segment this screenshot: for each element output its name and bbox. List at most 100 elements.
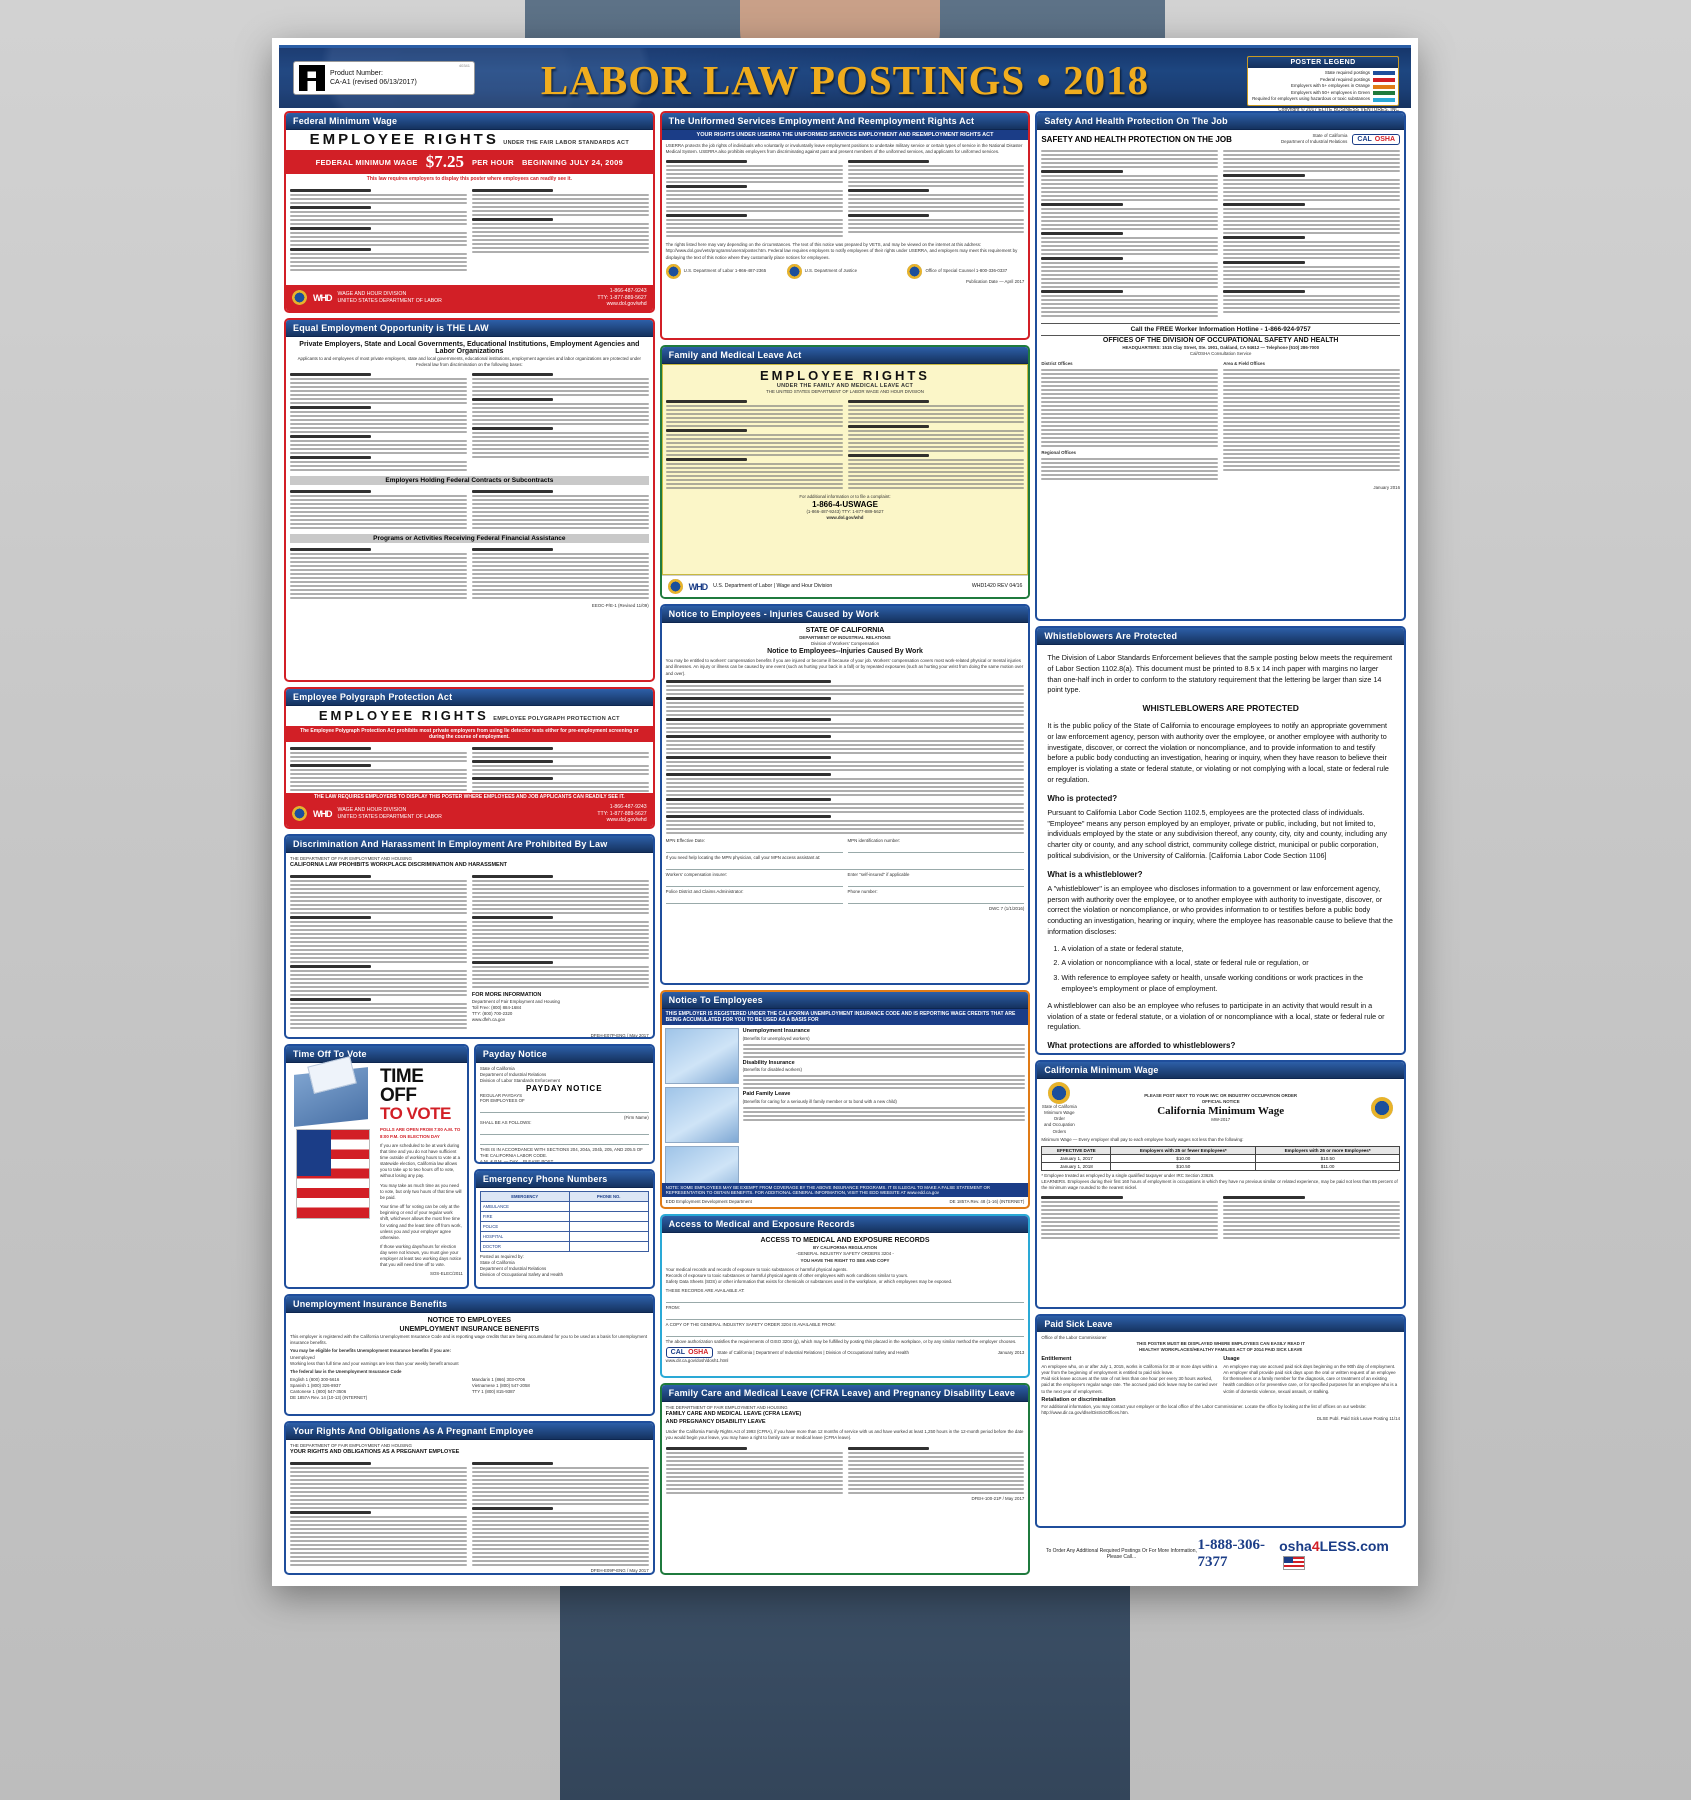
vote-point-3: Your time off for voting can be only at … <box>380 1204 462 1240</box>
amer-foot: The above authorization satisfies the re… <box>665 1339 1017 1345</box>
osha-hotline[interactable]: Call the FREE Worker Information Hotline… <box>1041 323 1401 337</box>
ui-bullet-2: Working less than full time and your ear… <box>290 1360 459 1366</box>
fmla-phone[interactable]: 1-866-4-USWAGE <box>812 500 878 510</box>
agency-tty: TTY: 1-877-889-5627 <box>597 810 647 817</box>
osha4less-logo[interactable]: osha4LESS.com <box>1279 1538 1396 1571</box>
cfra-revision: DFEH-100-21P / May 2017 <box>971 1495 1025 1501</box>
ui-intro: This employer is registered with the Cal… <box>290 1334 648 1346</box>
ui-office-6[interactable]: TTY 1 (800) 815-9387 <box>471 1389 515 1395</box>
agency-web[interactable]: www.dol.gov/whd <box>606 817 647 824</box>
amer-web[interactable]: www.dir.ca.gov/dosh/dosh1.html <box>665 1358 729 1364</box>
userra-agency-3: Office of Special Counsel 1-800-336-0337 <box>925 268 1008 274</box>
edd-photo-disability <box>664 1087 739 1144</box>
us-flag-icon <box>1283 1556 1306 1571</box>
panel-title: Family Care and Medical Leave (CFRA Leav… <box>661 1385 1029 1403</box>
col-number: PHONE NO. <box>568 1190 649 1202</box>
edd-sub2-note: (Benefits for disabled workers) <box>742 1067 802 1073</box>
pregnancy-revision: DFEH-E09P-ENG / May 2017 <box>590 1567 649 1573</box>
claims-phone-field[interactable] <box>847 896 1025 904</box>
number-cell[interactable] <box>568 1200 649 1212</box>
footer-phone[interactable]: 1-888-306-7377 <box>1197 1537 1266 1570</box>
edd-sub1: Unemployment Insurance <box>742 1028 810 1035</box>
panel-title: Time Off To Vote <box>286 1045 467 1063</box>
contact-dept: Department of Fair Employment and Housin… <box>471 999 560 1004</box>
payday-schedule-field[interactable] <box>479 1127 649 1136</box>
panel-pregnant-employee-rights: Your Rights And Obligations As A Pregnan… <box>284 1421 655 1575</box>
number-cell[interactable] <box>568 1210 649 1222</box>
footer-note: To Order Any Additional Required Posting… <box>1045 1547 1197 1561</box>
agency-phone[interactable]: 1-866-487-9243 <box>609 287 647 294</box>
agency-web[interactable]: www.dol.gov/whd <box>606 301 647 308</box>
agency-dept: UNITED STATES DEPARTMENT OF LABOR <box>337 813 442 820</box>
contact-phone[interactable]: Toll Free: (800) 884-1684 <box>471 1005 522 1011</box>
userra-agency-1: U.S. Department of Labor 1-866-487-2365 <box>683 268 767 274</box>
giso-copy-field[interactable] <box>665 1329 1025 1338</box>
number-cell[interactable] <box>568 1230 649 1242</box>
panel-payday-notice: Payday Notice State of California Departm… <box>473 1043 655 1164</box>
amer-bullet-3: Safety Data Sheets (SDS) or other inform… <box>665 1279 953 1285</box>
agency-dept: UNITED STATES DEPARTMENT OF LABOR <box>337 297 442 304</box>
legend-swatch-cyan <box>1373 97 1395 102</box>
subhead-line <box>290 227 372 230</box>
agency-cell[interactable]: POLICE <box>479 1220 570 1232</box>
agency-name: WAGE AND HOUR DIVISION <box>337 291 407 298</box>
wb-lead: The Division of Labor Standards Enforcem… <box>1047 653 1393 695</box>
number-cell[interactable] <box>568 1240 649 1252</box>
mw-code: MW-2017 <box>1211 1117 1231 1123</box>
panel-title: Notice to Employees - Injuries Caused by… <box>661 606 1029 623</box>
polygraph-warning: THE LAW REQUIRES EMPLOYERS TO DISPLAY TH… <box>286 792 653 801</box>
panel-california-minimum-wage: California Minimum Wage State of Califor… <box>1035 1060 1407 1309</box>
panel-title: California Minimum Wage <box>1037 1062 1405 1079</box>
edd-sub1-note: (Benefits for unemployed workers) <box>742 1035 810 1041</box>
records-from-field[interactable] <box>665 1312 1025 1321</box>
dol-seal-icon <box>292 806 307 822</box>
edd-agency: EDD Employment Development Department <box>665 1199 752 1205</box>
dwc-intro: You may be entitled to workers' compensa… <box>665 658 1024 676</box>
claims-admin-field[interactable] <box>665 896 843 904</box>
panel-title: The Uniformed Services Employment And Re… <box>661 113 1029 130</box>
number-cell[interactable] <box>568 1220 649 1232</box>
cal-osha-badge: CAL OSHA <box>665 1347 714 1359</box>
panel-title: Discrimination And Harassment In Employm… <box>286 836 653 853</box>
ui-bullet-1: Unemployed <box>290 1354 315 1360</box>
panel-discrimination-and-harassment: Discrimination And Harassment In Employm… <box>284 834 655 1039</box>
vote-point-2: You may take as much time as you need to… <box>380 1182 462 1200</box>
mw-notice2: OFFICIAL NOTICE <box>1201 1099 1240 1105</box>
amer-field3-label: A COPY OF THE GENERAL INDUSTRY SAFETY OR… <box>665 1322 836 1328</box>
ui-office-3[interactable]: Cantonese 1 (800) 547-3506 <box>290 1389 347 1395</box>
ui-office-4[interactable]: Mandarin 1 (866) 303-0706 <box>471 1377 526 1382</box>
amer-field2-label: FROM: <box>665 1305 680 1311</box>
copyright-text: Copyright © 2017 ELITE BUSINESS VENTURES… <box>1278 107 1399 113</box>
panel-uniformed-services-employment: The Uniformed Services Employment And Re… <box>659 111 1031 340</box>
contact-web[interactable]: www.dfeh.ca.gov <box>471 1017 506 1023</box>
ui-sub1: You may be eligible for benefits Unemplo… <box>290 1348 451 1354</box>
mpn-date-field[interactable] <box>665 845 843 853</box>
fmla-contact-note: For additional information or to file a … <box>799 494 891 500</box>
edd-sub2: Disability Insurance <box>742 1059 795 1066</box>
employee-rights-sub: UNDER THE FAIR LABOR STANDARDS ACT <box>503 140 629 146</box>
insurer-field[interactable] <box>665 879 843 887</box>
agency-cell[interactable]: AMBULANCE <box>479 1200 570 1212</box>
agency-cell[interactable]: HOSPITAL <box>479 1230 570 1242</box>
fmla-web[interactable]: www.dol.gov/whd <box>826 515 864 521</box>
panel-title: Whistleblowers Are Protected <box>1037 628 1405 645</box>
ui-office-1[interactable]: English 1 (800) 300-5616 <box>290 1377 340 1382</box>
ui-office-5[interactable]: Vietnamese 1 (800) 547-2058 <box>471 1383 530 1389</box>
payday-employer-field[interactable] <box>479 1105 649 1114</box>
payday-schedule-field-2[interactable] <box>479 1137 649 1146</box>
column-left: Federal Minimum Wage EMPLOYEE RIGHTS UND… <box>284 111 655 1575</box>
employee-rights-heading: EMPLOYEE RIGHTS <box>760 368 930 383</box>
selfinsured-field[interactable] <box>847 879 1025 887</box>
records-location-field[interactable] <box>665 1295 1025 1304</box>
ui-office-2[interactable]: Spanish 1 (800) 326-8937 <box>290 1383 341 1389</box>
mw-note-2: LEARNERS. Employees during their first 1… <box>1041 1179 1398 1191</box>
wb-h1: Who is protected? <box>1047 793 1118 803</box>
agency-cell[interactable]: FIRE <box>479 1210 570 1222</box>
agency-phone[interactable]: 1-866-487-9243 <box>609 803 647 810</box>
mw-heading: California Minimum Wage <box>1157 1105 1285 1118</box>
mpn-id-field[interactable] <box>847 845 1025 853</box>
product-number: CA-A1 (revised 06/13/2017) <box>330 79 417 86</box>
employee-rights-heading: EMPLOYEE RIGHTS <box>309 131 499 148</box>
agency-cell[interactable]: DOCTOR <box>479 1240 570 1252</box>
mpn-assistant-field[interactable] <box>665 862 1025 870</box>
